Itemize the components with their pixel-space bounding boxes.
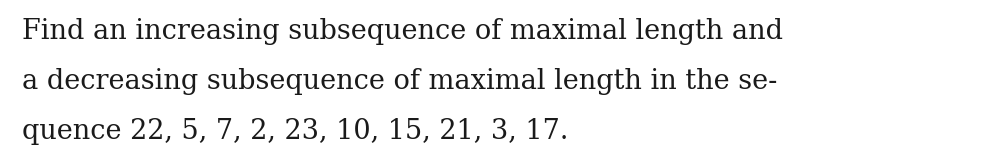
Text: quence 22, 5, 7, 2, 23, 10, 15, 21, 3, 17.: quence 22, 5, 7, 2, 23, 10, 15, 21, 3, 1… bbox=[22, 118, 568, 145]
Text: a decreasing subsequence of maximal length in the se-: a decreasing subsequence of maximal leng… bbox=[22, 68, 777, 95]
Text: Find an increasing subsequence of maximal length and: Find an increasing subsequence of maxima… bbox=[22, 18, 783, 45]
